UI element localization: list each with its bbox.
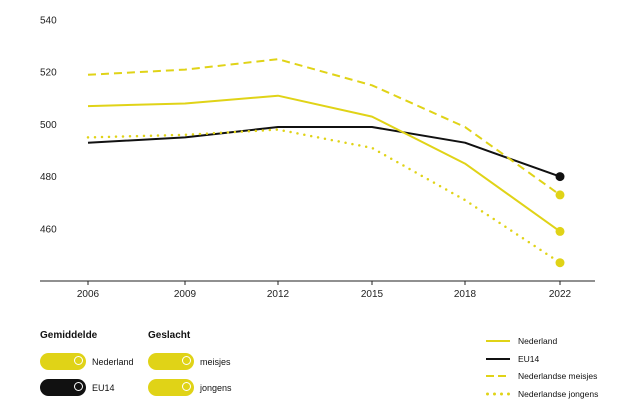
toggle-knob-icon [74,382,83,391]
toggle-meisjes-label: meisjes [200,356,231,367]
gemiddelde-title: Gemiddelde [40,330,98,341]
series-line-nederlandse-meisjes [87,58,561,196]
geslacht-controls: Geslacht meisjes jongens [148,330,232,405]
toggle-nederland-label: Nederland [92,356,134,367]
toggle-meisjes[interactable]: meisjes [148,353,232,370]
x-tick-label: 2015 [361,289,384,300]
geslacht-title: Geslacht [148,330,191,341]
gemiddelde-controls: Gemiddelde Nederland EU14 [40,330,134,405]
toggle-meisjes-switch[interactable] [148,353,194,370]
y-tick-label: 460 [40,224,57,235]
toggle-knob-icon [182,356,191,365]
series-line-nederland [87,94,561,233]
series-layer [86,58,565,268]
chart-legend: Nederland EU14 Nederlandse meisjes Neder… [486,336,598,406]
legend-label-meisjes: Nederlandse meisjes [518,371,598,381]
x-tick-label: 2018 [454,289,477,300]
toggle-jongens-label: jongens [200,382,232,393]
x-tick-label: 2006 [77,289,100,300]
toggle-nederland[interactable]: Nederland [40,353,134,370]
series-end-point [555,190,565,200]
legend-dashed-line-icon [486,375,510,377]
y-tick-label: 480 [40,172,57,183]
legend-item-nederland: Nederland [486,336,598,346]
toggle-jongens[interactable]: jongens [148,379,232,396]
series-line-eu14 [87,126,561,178]
x-axis: 2006 2009 2012 2015 2018 2022 [77,281,572,300]
series-end-point [555,172,565,182]
toggle-eu14-label: EU14 [92,382,115,393]
x-tick-label: 2009 [174,289,197,300]
toggle-knob-icon [74,356,83,365]
legend-dotted-line-icon [486,392,510,395]
toggle-eu14[interactable]: EU14 [40,379,134,396]
legend-label-nederland: Nederland [518,336,558,346]
legend-solid-line-icon [486,357,510,360]
y-tick-label: 540 [40,16,57,27]
legend-label-jongens: Nederlandse jongens [518,388,599,399]
toggle-jongens-switch[interactable] [148,379,194,396]
line-chart: 460 480 500 520 540 2006 2009 2012 2015 2018 2022 [40,16,595,300]
x-tick-label: 2022 [549,289,572,300]
series-line-nederlandse-jongens [86,128,562,264]
toggle-nederland-switch[interactable] [40,353,86,370]
toggle-eu14-switch[interactable] [40,379,86,396]
legend-item-eu14: EU14 [486,354,598,364]
y-axis: 460 480 500 520 540 [40,16,57,236]
y-tick-label: 500 [40,120,57,131]
y-tick-label: 520 [40,68,57,79]
legend-item-jongens: Nederlandse jongens [486,389,598,399]
legend-item-meisjes: Nederlandse meisjes [486,371,598,381]
legend-solid-line-icon [486,340,510,342]
toggle-knob-icon [182,382,191,391]
series-end-point [555,226,565,236]
x-tick-label: 2012 [267,289,290,300]
legend-label-eu14: EU14 [518,353,540,364]
series-end-point [555,258,565,268]
